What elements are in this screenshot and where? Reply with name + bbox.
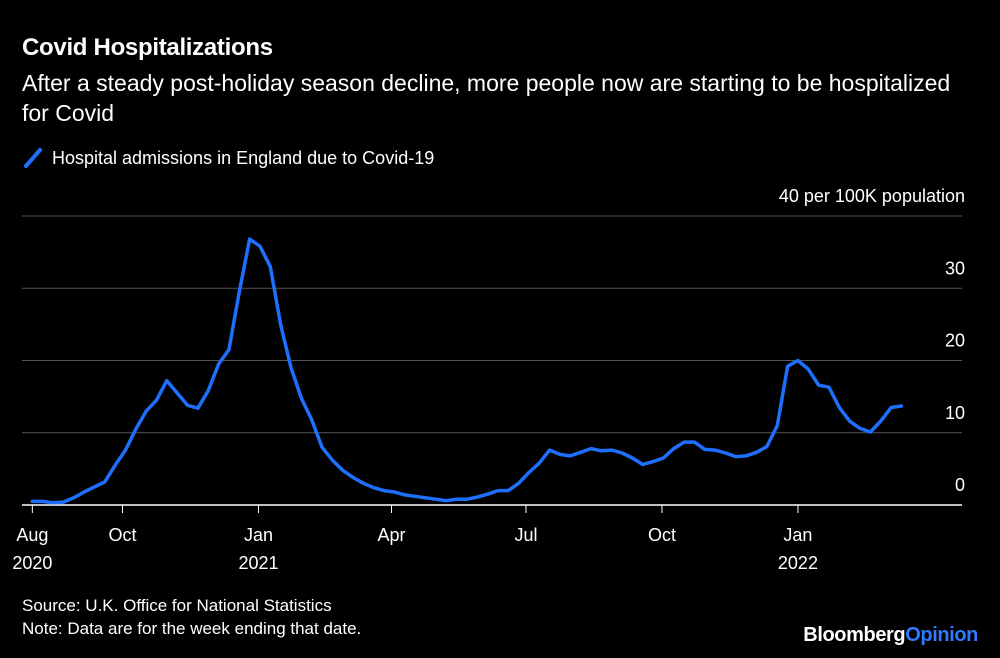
data-note: Note: Data are for the week ending that … — [22, 619, 362, 638]
legend: Hospital admissions in England due to Co… — [22, 147, 434, 169]
series-line — [30, 237, 904, 505]
x-tick-label: Jan — [244, 525, 273, 545]
footer: Source: U.K. Office for National Statist… — [22, 594, 361, 640]
y-axis-labels: 0 10 20 30 40 per 100K population — [779, 186, 965, 495]
brand-logo-part2: Opinion — [905, 624, 978, 646]
chart-subtitle: After a steady post-holiday season decli… — [22, 70, 951, 126]
legend-label: Hospital admissions in England due to Co… — [52, 147, 435, 168]
x-tick-label: Apr — [377, 525, 405, 545]
y-tick-label: 10 — [945, 403, 965, 423]
x-axis-labels: Aug 2020 Oct Jan 2021 Apr Jul Oct Jan 2022 — [12, 505, 818, 573]
x-tick-year-label: 2021 — [238, 553, 278, 573]
source-note: Source: U.K. Office for National Statist… — [22, 596, 332, 615]
y-tick-label: 30 — [945, 258, 965, 278]
grid-lines — [22, 215, 962, 506]
x-tick-label: Oct — [108, 525, 136, 545]
x-tick-year-label: 2022 — [778, 553, 818, 573]
x-tick-label: Jan — [783, 525, 812, 545]
x-tick-year-label: 2020 — [12, 553, 52, 573]
y-unit-label: 40 per 100K population — [779, 186, 965, 206]
chart-title: Covid Hospitalizations — [22, 34, 273, 61]
series-layer — [30, 237, 904, 505]
x-tick-label: Aug — [16, 525, 48, 545]
brand-logo: BloombergOpinion — [803, 624, 978, 647]
x-tick-label: Oct — [648, 525, 676, 545]
diagonal-line-icon — [24, 148, 42, 168]
brand-logo-part1: Bloomberg — [803, 624, 906, 646]
y-tick-label: 20 — [945, 331, 965, 351]
x-tick-label: Jul — [514, 525, 537, 545]
y-tick-label: 0 — [955, 475, 965, 495]
